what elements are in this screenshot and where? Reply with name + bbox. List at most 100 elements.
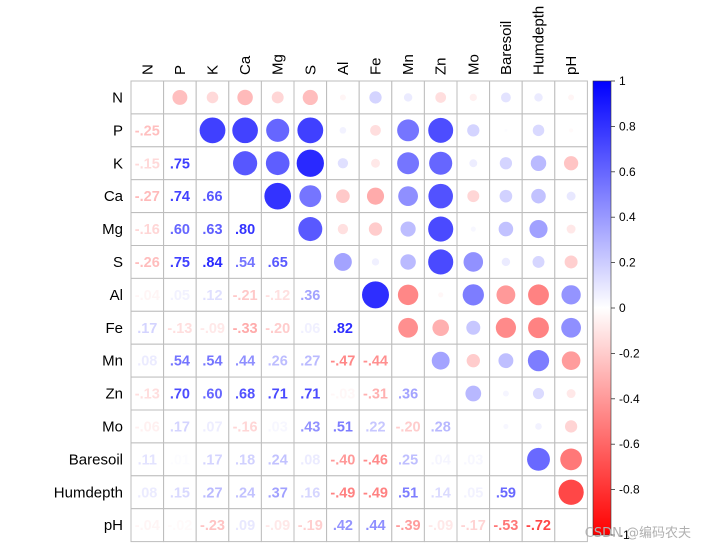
grid-cell [391,80,425,115]
corr-value: .37 [268,485,288,501]
corr-value: .44 [235,354,255,370]
corr-value: .03 [463,452,483,468]
corr-circle [466,353,480,368]
grid-cell [130,245,165,279]
grid-cell [130,80,165,115]
column-label: pH [563,56,580,75]
corr-value: -.13 [135,387,160,403]
grid-cell [391,376,425,411]
grid-cell [489,508,523,543]
corr-value: .71 [268,387,288,403]
corr-circle [469,159,478,168]
corr-value: -.20 [396,419,421,435]
colorbar-tick-label: 1 [619,74,626,88]
row-label: pH [104,517,123,534]
column-label: S [302,65,319,75]
corr-value: .11 [138,452,157,468]
grid-cell [228,442,262,477]
corr-circle [498,353,514,369]
corr-circle [237,89,253,106]
corr-value: .65 [268,255,288,271]
corr-circle [564,420,578,433]
colorbar: 1 0.8 0.6 0.4 0.2 0 -0.2 -0.4 -0.6 -0.8 -1 [592,74,640,542]
corr-value: .75 [170,156,190,172]
corr-value: .66 [202,189,222,205]
grid-cell [195,212,230,247]
corr-value: .54 [235,255,255,271]
row-label: N [112,89,123,106]
corr-circle [535,423,542,430]
column-label: Mg [270,54,287,75]
corr-circle [528,317,549,339]
colorbar-tick-label: -0.2 [619,346,640,360]
grid-cell [260,310,295,345]
row-label: Fe [105,320,123,337]
grid-cell [293,442,328,477]
corr-circle [400,221,416,237]
grid-cell [163,442,197,477]
colorbar-tick-label: 0.2 [619,256,636,270]
corr-value: .27 [300,354,320,370]
grid-cell [521,508,556,543]
corr-value: -.12 [265,288,290,304]
row-labels: NPK Ca Mg S Al Fe Mn Zn Mo Baresoil Humdepth pH [54,89,124,534]
corr-value: -.09 [200,321,225,337]
grid-cell [130,277,165,312]
corr-circle [504,128,508,132]
corr-value: .08 [137,354,157,370]
colorbar-tick-label: -0.6 [619,437,640,451]
corr-circle [528,284,549,306]
corr-value: .51 [333,419,353,435]
corr-circle [371,258,380,266]
corr-value: -.20 [265,321,290,337]
grid-cell [163,212,197,247]
grid-cell [423,508,458,543]
corr-circle [532,124,545,137]
grid-cell [195,146,230,181]
corr-value: -.47 [330,354,355,370]
colorbar-tick-label: 0 [619,301,626,315]
corr-value: .68 [235,387,255,403]
corr-value: -.04 [135,518,160,534]
row-label: Humdepth [54,484,123,501]
corr-value: -.53 [493,518,518,534]
colorbar-tick-label: 0.6 [619,165,636,179]
row-label: Mg [102,221,123,238]
column-label: Mo [465,54,482,75]
column-labels: N P K Ca Mg S Al Fe Mn Zn Mo Baresoil Humdepth pH [139,6,580,75]
corr-value: -.72 [526,518,551,534]
corr-circle [463,252,484,272]
corr-circle [501,257,511,267]
grid-cell [423,376,458,411]
corr-value: .08 [300,452,320,468]
corr-circle [558,479,584,505]
corr-circle [561,285,581,305]
column-label: P [172,65,189,75]
grid-cell [163,113,197,148]
grid-cell [228,212,262,247]
corr-circle [428,183,453,209]
corr-circle [368,222,383,236]
corr-value: -.04 [135,288,160,304]
corr-value: -.13 [167,321,192,337]
corr-value: .01 [170,452,190,468]
row-label: S [113,254,123,271]
corr-value: .14 [431,485,451,501]
row-label: Mo [102,418,123,435]
corr-circle [560,448,582,471]
corr-circle [398,186,418,207]
corr-circle [498,221,514,237]
corr-circle [296,149,324,177]
grid-cell [130,343,165,378]
grid-cell [391,343,425,378]
corr-circle [199,117,226,144]
corr-circle [470,226,476,232]
corr-circle [438,292,444,298]
corr-circle [467,124,480,137]
grid-cell [163,245,197,279]
corr-value: -.33 [233,321,258,337]
corr-value: .07 [202,419,222,435]
corr-circle [469,93,477,102]
grid-cell [163,409,197,444]
